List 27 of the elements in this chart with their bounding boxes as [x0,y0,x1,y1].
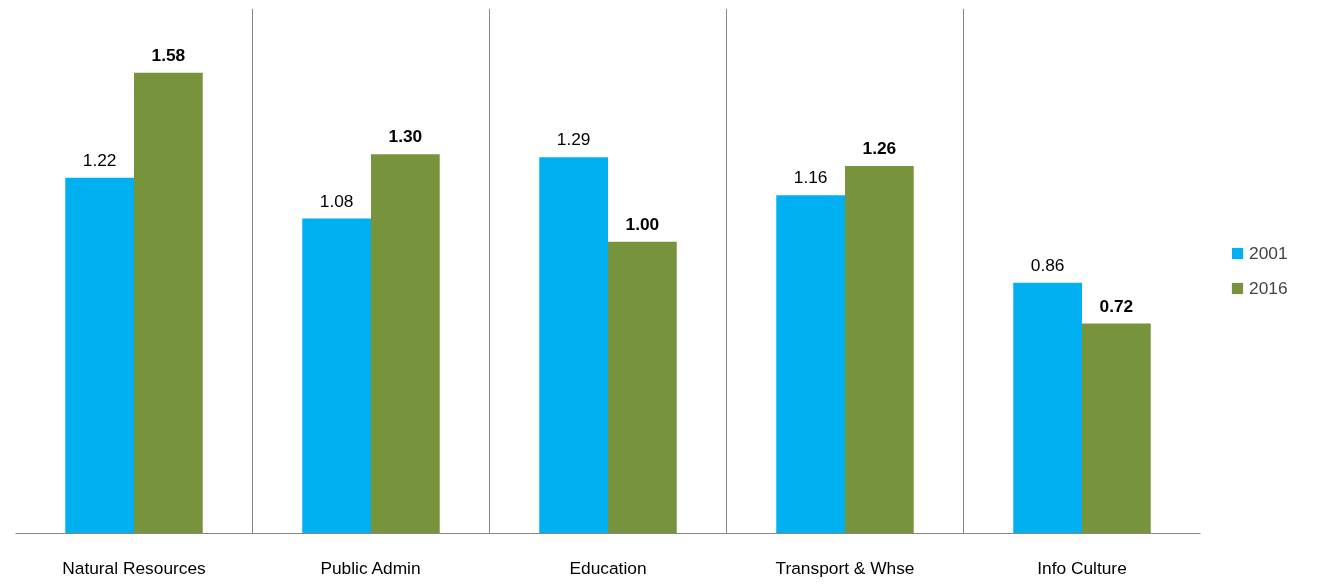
x-tick-label: Public Admin [320,557,421,578]
legend-label: 2001 [1249,242,1288,264]
data-label: 1.08 [319,190,354,211]
data-label: 1.16 [793,167,828,188]
x-tick-label: Transport & Whse [775,557,915,578]
data-label: 1.22 [82,149,117,170]
bar [1013,282,1082,534]
bar [845,166,914,534]
data-label: 0.86 [1030,254,1065,275]
legend-label: 2016 [1249,277,1288,299]
data-label: 1.58 [151,44,186,65]
data-label: 1.29 [556,129,591,150]
bar [371,154,440,534]
bar [539,157,608,534]
x-tick-label: Info Culture [1037,557,1127,578]
data-label: 0.72 [1099,295,1134,316]
data-label: 1.26 [862,138,897,158]
bar [302,218,371,534]
bar [776,195,845,534]
bar [1082,323,1151,534]
bar [608,241,677,534]
data-label: 1.00 [625,213,660,234]
x-tick-label: Natural Resources [62,557,207,578]
bar [65,177,134,534]
bar [134,72,203,534]
data-label: 1.30 [388,126,423,147]
x-tick-label: Education [569,557,647,578]
